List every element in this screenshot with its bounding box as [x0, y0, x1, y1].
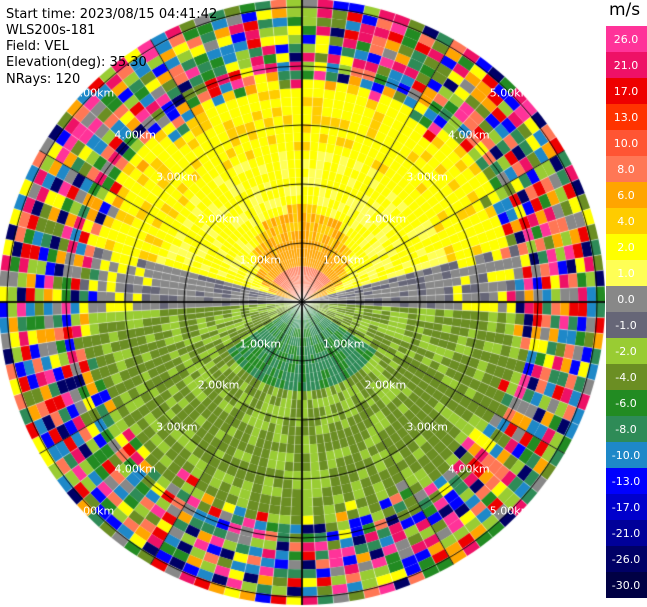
colorbar-swatch	[606, 546, 647, 573]
colorbar-swatch	[606, 182, 647, 209]
colorbar-tick-label: 17.0	[614, 85, 639, 98]
range-ring-label: 5.00km	[489, 504, 532, 518]
colorbar-tick-label: -4.0	[615, 371, 636, 384]
colorbar-swatch	[606, 26, 647, 53]
colorbar-tick-label: 8.0	[617, 163, 635, 176]
colorbar-swatch	[606, 286, 647, 313]
colorbar: 26.0 21.0 17.0 13.0 10.0 8.0 6.0 4.0 2.0 1.0 0.0 -1…	[606, 26, 647, 598]
colorbar-swatch	[606, 52, 647, 79]
range-ring-label: 2.00km	[364, 378, 407, 392]
colorbar-tick-label: -21.0	[612, 527, 640, 540]
colorbar-tick-label: 21.0	[614, 59, 639, 72]
range-ring-label: 5.00km	[72, 504, 115, 518]
colorbar-tick-label: -26.0	[612, 553, 640, 566]
range-ring-label: 3.00km	[406, 170, 448, 184]
colorbar-swatch	[606, 208, 647, 235]
range-ring-label: 5.00km	[72, 86, 115, 100]
range-ring-label: 1.00km	[322, 253, 365, 267]
colorbar-swatch	[606, 468, 647, 495]
colorbar-tick-label: -30.0	[612, 579, 640, 592]
colorbar-swatch	[606, 78, 647, 105]
elevation-label: Elevation(deg): 35.30	[6, 55, 147, 70]
range-ring-label: 1.00km	[239, 337, 282, 351]
field-label: Field: VEL	[6, 39, 69, 54]
colorbar-swatch	[606, 104, 647, 131]
range-ring-label: 4.00km	[448, 128, 490, 142]
colorbar-swatch	[606, 416, 647, 443]
range-ring-label: 1.00km	[239, 253, 282, 267]
colorbar-tick-label: 1.0	[617, 267, 635, 280]
colorbar-tick-label: -8.0	[615, 423, 636, 436]
colorbar-tick-label: -1.0	[615, 319, 636, 332]
colorbar-tick-label: -10.0	[612, 449, 640, 462]
range-ring-label: 4.00km	[114, 128, 156, 142]
range-ring-label: 3.00km	[156, 170, 198, 184]
range-ring-label: 3.00km	[156, 420, 198, 434]
colorbar-swatch	[606, 364, 647, 391]
range-ring-label: 5.00km	[489, 86, 532, 100]
colorbar-tick-label: 13.0	[614, 111, 639, 124]
range-ring-label: 4.00km	[448, 462, 490, 476]
colorbar-tick-label: 4.0	[617, 215, 635, 228]
range-ring-label: 1.00km	[322, 337, 365, 351]
colorbar-swatch	[606, 130, 647, 157]
range-ring-label: 2.00km	[197, 378, 240, 392]
range-ring-label: 2.00km	[197, 212, 240, 226]
instrument-label: WLS200s-181	[6, 23, 96, 38]
colorbar-swatch	[606, 234, 647, 261]
colorbar-unit: m/s	[609, 0, 641, 20]
colorbar-tick-label: -6.0	[615, 397, 636, 410]
colorbar-swatch	[606, 494, 647, 521]
ppi-velocity-plot[interactable]	[0, 0, 605, 607]
colorbar-tick-label: -2.0	[615, 345, 636, 358]
colorbar-swatch	[606, 156, 647, 183]
colorbar-swatch	[606, 338, 647, 365]
colorbar-tick-label: 6.0	[617, 189, 635, 202]
colorbar-tick-label: 0.0	[617, 293, 635, 306]
colorbar-swatch	[606, 260, 647, 287]
colorbar-tick-label: 10.0	[614, 137, 639, 150]
colorbar-swatch	[606, 572, 647, 598]
colorbar-tick-label: 2.0	[617, 241, 635, 254]
colorbar-tick-label: -17.0	[612, 501, 640, 514]
colorbar-swatch	[606, 390, 647, 417]
colorbar-swatch	[606, 442, 647, 469]
colorbar-swatch	[606, 520, 647, 547]
colorbar-tick-label: 26.0	[614, 33, 639, 46]
range-ring-label: 2.00km	[364, 212, 407, 226]
range-ring-label: 4.00km	[114, 462, 156, 476]
range-ring-label: 3.00km	[406, 420, 448, 434]
nrays-label: NRays: 120	[6, 72, 81, 87]
start-time-label: Start time: 2023/08/15 04:41:42	[6, 7, 218, 22]
colorbar-swatch	[606, 312, 647, 339]
colorbar-tick-label: -13.0	[612, 475, 640, 488]
